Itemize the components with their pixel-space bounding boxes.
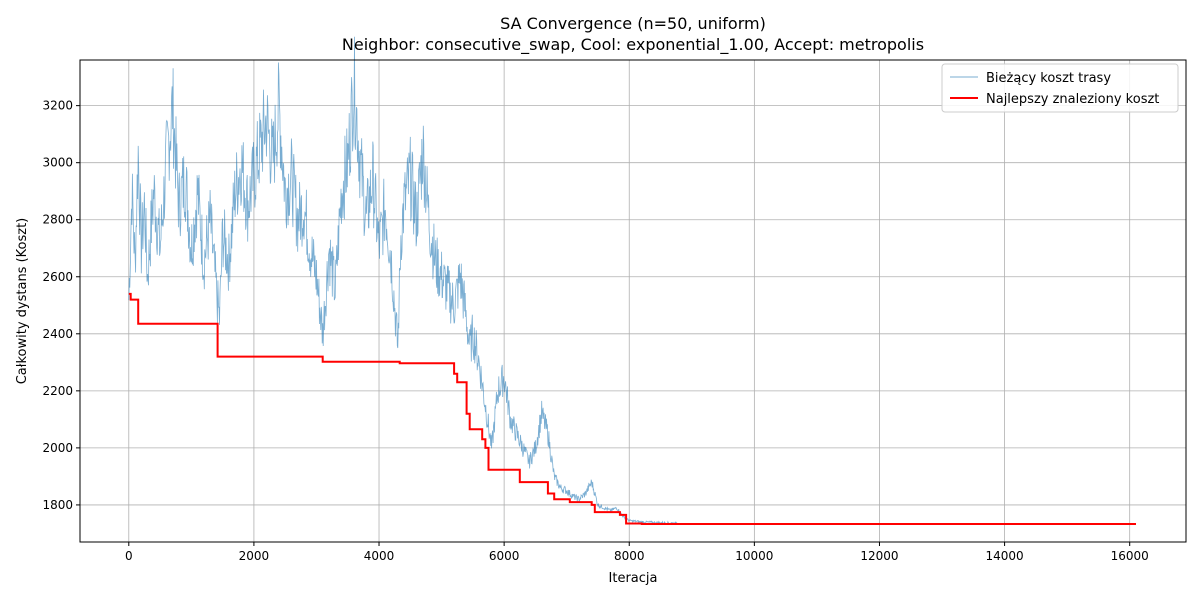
x-tick-label: 4000: [364, 549, 395, 563]
series-current-cost-line: [128, 36, 680, 526]
x-tick-label: 16000: [1111, 549, 1149, 563]
y-tick-label: 2600: [42, 270, 73, 284]
x-tick-label: 2000: [239, 549, 270, 563]
x-tick-label: 8000: [614, 549, 645, 563]
legend-label-current-cost: Bieżący koszt trasy: [986, 71, 1111, 86]
grid-lines: [80, 60, 1186, 542]
y-axis-label: Całkowity dystans (Koszt): [15, 218, 30, 385]
series-lines: [128, 36, 1136, 526]
x-tick-label: 10000: [735, 549, 773, 563]
x-tick-label: 14000: [985, 549, 1023, 563]
x-tick-label: 0: [125, 549, 133, 563]
legend-box: [941, 63, 1179, 113]
legend: Bieżący koszt trasy Najlepszy znaleziony…: [941, 63, 1179, 113]
y-tick-label: 3000: [42, 156, 73, 170]
chart-subtitle: Neighbor: consecutive_swap, Cool: expone…: [342, 35, 924, 55]
x-tick-label: 6000: [489, 549, 520, 563]
y-tick-label: 3200: [42, 99, 73, 113]
y-tick-label: 2200: [42, 384, 73, 398]
y-tick-label: 1800: [42, 498, 73, 512]
y-tick-label: 2000: [42, 441, 73, 455]
x-axis-label: Iteracja: [609, 571, 658, 586]
y-tick-label: 2400: [42, 327, 73, 341]
plot-frame: [79, 59, 1187, 543]
y-tick-label: 2800: [42, 213, 73, 227]
axis-ticks: 0 2000 4000 6000 8000 10000 12000 14000 16000 180…: [42, 99, 1148, 563]
series-best-cost-line: [128, 292, 1136, 525]
chart-title: SA Convergence (n=50, uniform): [500, 14, 766, 33]
x-tick-label: 12000: [860, 549, 898, 563]
legend-label-best-cost: Najlepszy znaleziony koszt: [986, 92, 1159, 107]
